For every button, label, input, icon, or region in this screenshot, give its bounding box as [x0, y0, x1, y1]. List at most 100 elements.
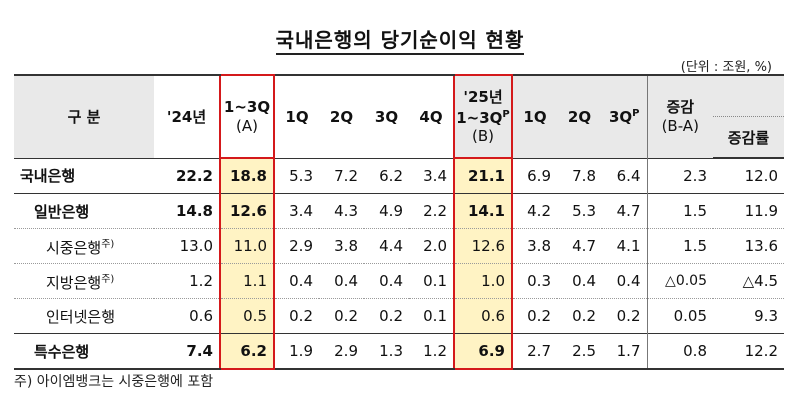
- cell-q1: 0.2: [274, 298, 319, 334]
- cell-q2: 4.3: [319, 193, 364, 229]
- cell-change: 0.05: [646, 298, 713, 334]
- cell-b: 21.1: [453, 157, 513, 194]
- cell-y24: 14.8: [154, 193, 220, 229]
- cell-change: 1.5: [646, 228, 713, 264]
- header-category: 구 분: [14, 74, 154, 158]
- row-label: 국내은행: [14, 157, 154, 194]
- header-2024: '24년: [154, 74, 220, 158]
- cell-q4: 0.1: [409, 298, 454, 334]
- cell-q1: 0.4: [274, 263, 319, 299]
- cell-b: 6.9: [453, 333, 513, 370]
- cell-a: 6.2: [219, 333, 275, 370]
- header-2024-q3: 3Q: [364, 74, 409, 158]
- row-label: 지방은행주): [14, 263, 154, 299]
- cell-q4: 1.2: [409, 333, 454, 370]
- cell-q4: 2.0: [409, 228, 454, 264]
- cell-n2: 0.2: [557, 298, 602, 334]
- cell-q2: 0.2: [319, 298, 364, 334]
- header-2025-1-3q: '25년 1~3QP (B): [453, 74, 513, 159]
- cell-n2: 0.4: [557, 263, 602, 299]
- cell-y24: 7.4: [154, 333, 220, 370]
- table-row-commercial: 시중은행주) 13.0 11.0 2.9 3.8 4.4 2.0 12.6 3.…: [14, 228, 784, 264]
- row-label: 인터넷은행: [14, 298, 154, 334]
- cell-y24: 0.6: [154, 298, 220, 334]
- header-2024-1-3q: 1~3Q (A): [219, 74, 275, 159]
- cell-rate: 12.0: [713, 157, 784, 194]
- cell-rate: 13.6: [713, 228, 784, 264]
- cell-q2: 2.9: [319, 333, 364, 370]
- table-row-regional: 지방은행주) 1.2 1.1 0.4 0.4 0.4 0.1 1.0 0.3 0…: [14, 263, 784, 299]
- header-row-1: 구 분 '24년 1~3Q (A) 1Q 2Q 3Q 4Q '25년 1~3QP (B…: [14, 74, 784, 159]
- cell-y24: 1.2: [154, 263, 220, 299]
- header-2025-q3: 3QP: [602, 74, 647, 158]
- header-2024-q1: 1Q: [274, 74, 319, 158]
- cell-rate: △4.5: [713, 263, 784, 299]
- cell-q3: 0.2: [364, 298, 409, 334]
- cell-q3: 4.9: [364, 193, 409, 229]
- cell-q1: 2.9: [274, 228, 319, 264]
- unit-label: (단위 : 조원, %): [680, 60, 772, 75]
- cell-q2: 7.2: [319, 157, 364, 194]
- cell-a: 11.0: [219, 228, 275, 264]
- cell-q3: 6.2: [364, 157, 409, 194]
- cell-n2: 4.7: [557, 228, 602, 264]
- cell-n3: 4.7: [602, 193, 647, 229]
- header-2024-q2: 2Q: [319, 74, 364, 158]
- header-rate-top: [713, 74, 784, 117]
- header-row-2: 증감률: [14, 116, 784, 159]
- cell-n3: 4.1: [602, 228, 647, 264]
- cell-q1: 1.9: [274, 333, 319, 370]
- net-income-table: 구 분 '24년 1~3Q (A) 1Q 2Q 3Q 4Q '25년 1~3QP (B…: [14, 74, 784, 370]
- header-2025-q2: 2Q: [557, 74, 602, 158]
- cell-b: 14.1: [453, 193, 513, 229]
- cell-n2: 7.8: [557, 157, 602, 194]
- table-row-domestic: 국내은행 22.2 18.8 5.3 7.2 6.2 3.4 21.1 6.9 …: [14, 157, 784, 194]
- cell-q4: 0.1: [409, 263, 454, 299]
- cell-q4: 3.4: [409, 157, 454, 194]
- cell-a: 18.8: [219, 157, 275, 194]
- cell-n1: 3.8: [512, 228, 557, 264]
- cell-q3: 1.3: [364, 333, 409, 370]
- cell-q3: 4.4: [364, 228, 409, 264]
- row-label: 특수은행: [14, 333, 154, 370]
- page-title: 국내은행의 당기순이익 현황: [0, 24, 800, 55]
- cell-n1: 0.2: [512, 298, 557, 334]
- cell-n2: 2.5: [557, 333, 602, 370]
- row-label: 일반은행: [14, 193, 154, 229]
- cell-y24: 22.2: [154, 157, 220, 194]
- cell-rate: 11.9: [713, 193, 784, 229]
- cell-n3: 1.7: [602, 333, 647, 370]
- cell-q1: 3.4: [274, 193, 319, 229]
- header-2025-q1: 1Q: [512, 74, 557, 158]
- cell-a: 12.6: [219, 193, 275, 229]
- header-change: 증감 (B-A): [646, 74, 713, 158]
- cell-change: △0.05: [646, 263, 713, 299]
- cell-y24: 13.0: [154, 228, 220, 264]
- table-row-general: 일반은행 14.8 12.6 3.4 4.3 4.9 2.2 14.1 4.2 …: [14, 193, 784, 229]
- cell-n1: 6.9: [512, 157, 557, 194]
- cell-n1: 0.3: [512, 263, 557, 299]
- cell-change: 1.5: [646, 193, 713, 229]
- cell-b: 12.6: [453, 228, 513, 264]
- cell-q3: 0.4: [364, 263, 409, 299]
- table-row-special: 특수은행 7.4 6.2 1.9 2.9 1.3 1.2 6.9 2.7 2.5…: [14, 333, 784, 370]
- header-rate: 증감률: [713, 116, 784, 159]
- cell-change: 0.8: [646, 333, 713, 370]
- cell-n3: 6.4: [602, 157, 647, 194]
- cell-n1: 2.7: [512, 333, 557, 370]
- cell-q2: 3.8: [319, 228, 364, 264]
- cell-n3: 0.4: [602, 263, 647, 299]
- cell-n3: 0.2: [602, 298, 647, 334]
- header-2024-q4: 4Q: [409, 74, 454, 158]
- cell-q1: 5.3: [274, 157, 319, 194]
- table-row-internet: 인터넷은행 0.6 0.5 0.2 0.2 0.2 0.1 0.6 0.2 0.…: [14, 298, 784, 334]
- cell-n1: 4.2: [512, 193, 557, 229]
- row-label: 시중은행주): [14, 228, 154, 264]
- cell-a: 0.5: [219, 298, 275, 334]
- cell-rate: 9.3: [713, 298, 784, 334]
- cell-b: 1.0: [453, 263, 513, 299]
- cell-b: 0.6: [453, 298, 513, 334]
- footnote: 주) 아이엠뱅크는 시중은행에 포함: [14, 374, 214, 390]
- cell-q2: 0.4: [319, 263, 364, 299]
- cell-rate: 12.2: [713, 333, 784, 370]
